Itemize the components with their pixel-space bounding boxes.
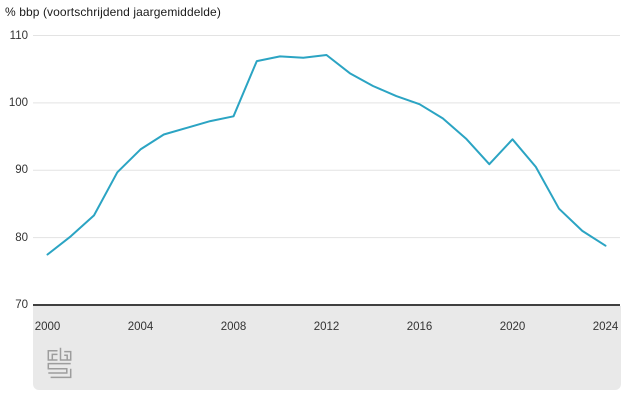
x-axis-tick-label-2008: 2008 xyxy=(220,321,247,333)
chart-title: % bbp (voortschrijdend jaargemiddelde) xyxy=(5,5,221,19)
y-axis-tick-label-90: 90 xyxy=(15,164,28,177)
cbs-logo-icon xyxy=(47,347,72,379)
x-axis-tick-label-2000: 2000 xyxy=(34,321,61,333)
y-axis-tick-label-80: 80 xyxy=(15,231,28,244)
x-axis-tick-label-2024: 2024 xyxy=(592,321,619,333)
x-axis-band xyxy=(33,306,621,390)
y-axis-tick-label-70: 70 xyxy=(15,299,28,311)
data-line-series xyxy=(46,54,607,256)
y-axis-tick-label-110: 110 xyxy=(9,29,28,42)
x-axis-tick-label-2004: 2004 xyxy=(127,321,154,333)
x-axis-tick-label-2012: 2012 xyxy=(313,321,340,333)
x-axis-tick-label-2016: 2016 xyxy=(406,321,433,333)
y-axis-tick-label-100: 100 xyxy=(8,96,28,109)
x-axis-tick-label-2020: 2020 xyxy=(499,321,526,333)
